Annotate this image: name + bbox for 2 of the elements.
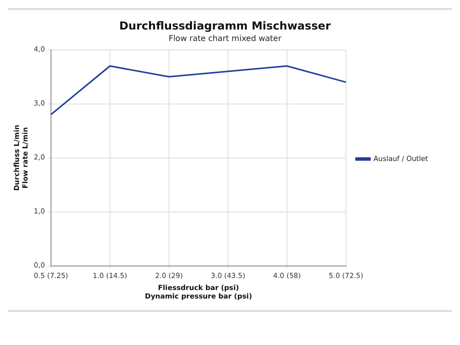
chart-title: Durchflussdiagramm Mischwasser	[119, 19, 332, 32]
chart-subtitle: Flow rate chart mixed water	[168, 34, 282, 44]
